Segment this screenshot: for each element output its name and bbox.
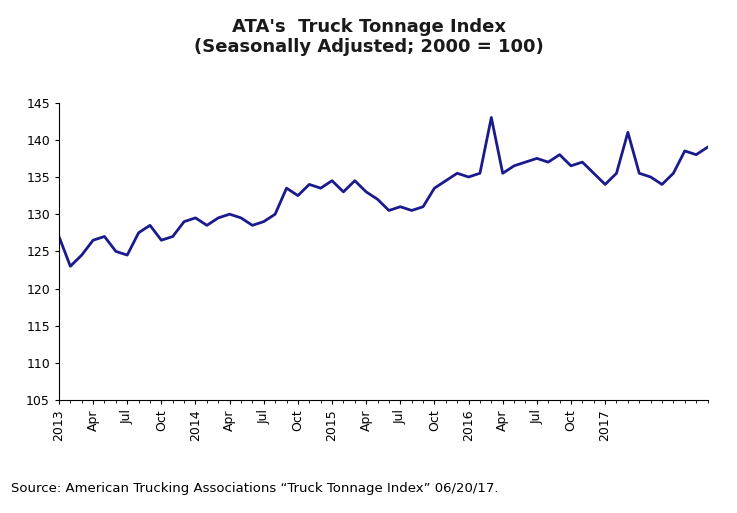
Text: ATA's  Truck Tonnage Index: ATA's Truck Tonnage Index — [231, 18, 506, 36]
Text: Source: American Trucking Associations “Truck Tonnage Index” 06/20/17.: Source: American Trucking Associations “… — [11, 482, 498, 495]
Text: (Seasonally Adjusted; 2000 = 100): (Seasonally Adjusted; 2000 = 100) — [194, 38, 543, 56]
